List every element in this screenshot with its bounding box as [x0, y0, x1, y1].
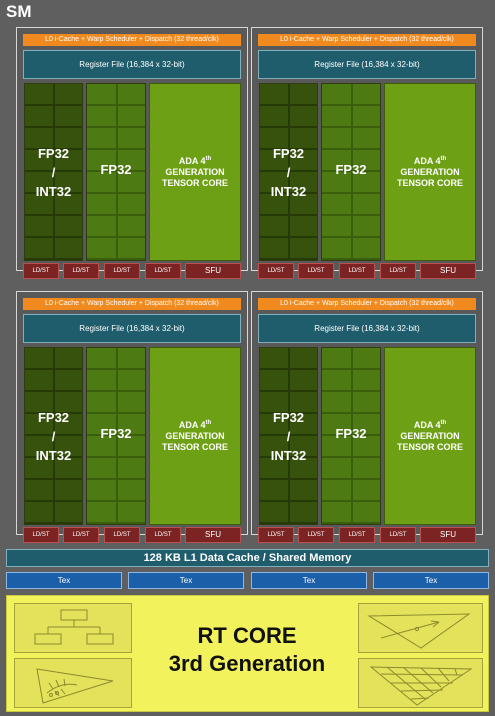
tex-unit: Tex [6, 572, 122, 589]
tensor-core: ADA 4th GENERATION TENSOR CORE [384, 83, 476, 261]
ldst-unit: LD/ST [104, 263, 140, 279]
tensor-core: ADA 4th GENERATION TENSOR CORE [384, 347, 476, 525]
tensor-core: ADA 4th GENERATION TENSOR CORE [149, 347, 241, 525]
ldst-unit: LD/ST [23, 527, 59, 543]
ldst-row: LD/ST LD/ST LD/ST LD/ST SFU [23, 527, 241, 543]
processing-block-3: L0 i-Cache + Warp Scheduler + Dispatch (… [16, 291, 248, 543]
displaced-micromesh-icon [369, 666, 473, 706]
fp32-int32-label: FP32/INT32 [270, 146, 307, 199]
sm-title: SM [6, 2, 32, 21]
ldst-unit: LD/ST [258, 527, 294, 543]
tensor-core-label: ADA 4th GENERATION TENSOR CORE [396, 156, 463, 188]
ldst-unit: LD/ST [298, 527, 334, 543]
ldst-unit: LD/ST [380, 263, 416, 279]
ldst-unit: LD/ST [23, 263, 59, 279]
tensor-core-label: ADA 4th GENERATION TENSOR CORE [161, 420, 228, 452]
fp32-label: FP32 [335, 426, 367, 441]
ldst-row: LD/ST LD/ST LD/ST LD/ST SFU [258, 263, 476, 279]
fp32-unit: FP32 [321, 83, 381, 261]
ldst-unit: LD/ST [339, 263, 375, 279]
fp32-unit: FP32 [86, 83, 146, 261]
rt-core: RT CORE 3rd Generation [6, 595, 489, 712]
fp32-unit: FP32 [86, 347, 146, 525]
tensor-core-label: ADA 4th GENERATION TENSOR CORE [161, 156, 228, 188]
l0-cache-bar: L0 i-Cache + Warp Scheduler + Dispatch (… [23, 298, 241, 310]
l0-cache-bar: L0 i-Cache + Warp Scheduler + Dispatch (… [258, 34, 476, 46]
fp32-unit: FP32 [321, 347, 381, 525]
ldst-unit: LD/ST [145, 527, 181, 543]
l0-cache-bar: L0 i-Cache + Warp Scheduler + Dispatch (… [258, 298, 476, 310]
ldst-unit: LD/ST [258, 263, 294, 279]
sfu-unit: SFU [185, 263, 241, 279]
fp32-int32-unit: FP32/INT32 [259, 83, 318, 261]
rt-core-label: RT CORE 3rd Generation [168, 623, 326, 676]
processing-block-1: L0 i-Cache + Warp Scheduler + Dispatch (… [16, 27, 248, 279]
fp32-int32-label: FP32/INT32 [35, 146, 72, 199]
ldst-row: LD/ST LD/ST LD/ST LD/ST SFU [258, 527, 476, 543]
tensor-core: ADA 4th GENERATION TENSOR CORE [149, 83, 241, 261]
tensor-core-label: ADA 4th GENERATION TENSOR CORE [396, 420, 463, 452]
fp32-int32-unit: FP32/INT32 [24, 347, 83, 525]
opacity-micromap-box [358, 658, 483, 708]
tex-unit: Tex [128, 572, 244, 589]
ldst-unit: LD/ST [63, 527, 99, 543]
tex-unit: Tex [373, 572, 489, 589]
ldst-unit: LD/ST [104, 527, 140, 543]
register-file: Register File (16,384 x 32-bit) [258, 314, 476, 343]
ldst-unit: LD/ST [339, 527, 375, 543]
ldst-row: LD/ST LD/ST LD/ST LD/ST SFU [23, 263, 241, 279]
fp32-int32-label: FP32/INT32 [270, 410, 307, 463]
ldst-unit: LD/ST [63, 263, 99, 279]
ldst-unit: LD/ST [298, 263, 334, 279]
ldst-unit: LD/ST [145, 263, 181, 279]
processing-block-4: L0 i-Cache + Warp Scheduler + Dispatch (… [251, 291, 483, 543]
register-file: Register File (16,384 x 32-bit) [258, 50, 476, 79]
processing-block-2: L0 i-Cache + Warp Scheduler + Dispatch (… [251, 27, 483, 279]
ray-triangle-icon [367, 613, 471, 649]
ldst-unit: LD/ST [380, 527, 416, 543]
ray-triangle-box [358, 603, 483, 653]
l0-cache-bar: L0 i-Cache + Warp Scheduler + Dispatch (… [23, 34, 241, 46]
fp32-label: FP32 [100, 426, 132, 441]
fp32-int32-unit: FP32/INT32 [259, 347, 318, 525]
fp32-label: FP32 [100, 162, 132, 177]
triangle-micromap-icon [36, 668, 114, 704]
micromap-box [14, 658, 132, 708]
l1-data-cache: 128 KB L1 Data Cache / Shared Memory [6, 549, 489, 567]
register-file: Register File (16,384 x 32-bit) [23, 50, 241, 79]
fp32-label: FP32 [335, 162, 367, 177]
bvh-tree-icon [34, 609, 114, 645]
sfu-unit: SFU [185, 527, 241, 543]
register-file: Register File (16,384 x 32-bit) [23, 314, 241, 343]
tex-unit: Tex [251, 572, 367, 589]
fp32-int32-label: FP32/INT32 [35, 410, 72, 463]
bvh-tree-box [14, 603, 132, 653]
sfu-unit: SFU [420, 263, 476, 279]
sfu-unit: SFU [420, 527, 476, 543]
fp32-int32-unit: FP32/INT32 [24, 83, 83, 261]
